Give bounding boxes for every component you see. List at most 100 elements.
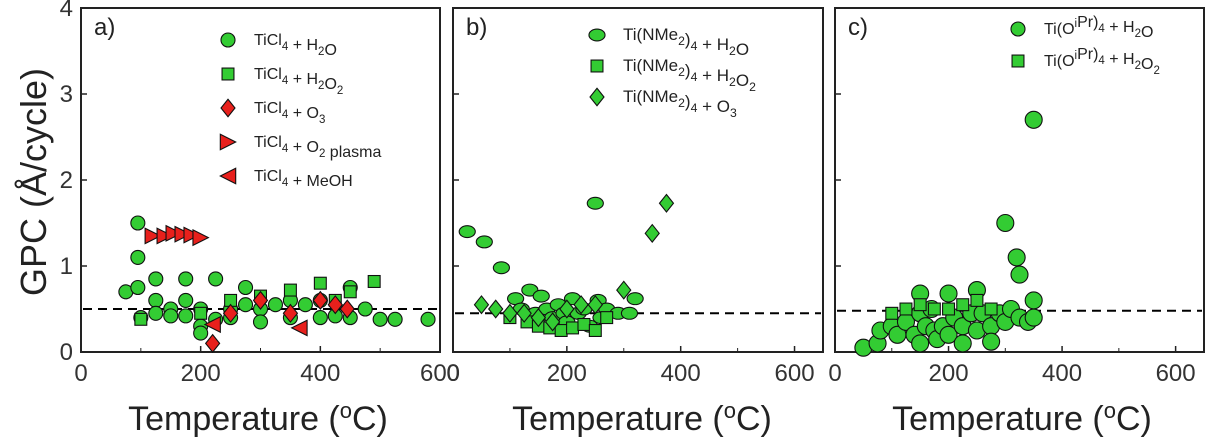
data-point	[178, 292, 194, 308]
data-point	[343, 285, 357, 299]
data-point	[996, 213, 1015, 233]
data-point	[237, 279, 254, 296]
data-point	[956, 298, 970, 312]
legend-label: TiCl4 + O2 plasma	[254, 134, 381, 161]
data-point	[192, 229, 210, 247]
data-point	[530, 307, 547, 328]
x-tick-label: 200	[547, 360, 587, 387]
legend-marker	[590, 59, 604, 73]
panel-label: a)	[94, 14, 115, 41]
data-point	[953, 334, 972, 353]
data-point	[487, 299, 504, 319]
data-point	[178, 271, 194, 287]
data-point	[458, 225, 476, 239]
data-point	[573, 295, 589, 315]
data-point	[913, 298, 927, 312]
data-point	[616, 280, 632, 300]
data-point	[144, 227, 162, 245]
data-point	[387, 311, 403, 327]
data-point	[290, 319, 308, 337]
legend-marker	[220, 98, 236, 118]
data-point	[588, 323, 602, 337]
data-point	[911, 334, 930, 353]
data-point	[367, 274, 381, 288]
data-point	[1024, 291, 1043, 310]
legend-label: Ti(NMe2)4 + H2O	[623, 25, 749, 59]
data-point	[156, 227, 174, 245]
x-tick-label: 0	[828, 360, 841, 387]
x-tick-label: 600	[775, 360, 815, 387]
data-point	[282, 303, 299, 323]
data-point	[644, 223, 660, 243]
legend-marker	[1010, 21, 1026, 37]
data-point	[339, 299, 355, 319]
data-point	[130, 249, 146, 265]
legend-marker	[1011, 54, 1025, 68]
data-point	[927, 302, 941, 316]
x-tick-label: 600	[420, 360, 460, 387]
data-point	[544, 312, 561, 332]
data-point	[222, 303, 239, 323]
data-point	[566, 321, 580, 335]
data-point	[970, 293, 984, 307]
data-point	[148, 305, 164, 321]
legend-label: Ti(OiPr)4 + H2O2	[1044, 46, 1160, 77]
data-point	[982, 332, 1001, 351]
legend-label: Ti(OiPr)4 + H2O	[1044, 14, 1153, 41]
data-point	[130, 279, 146, 296]
data-point	[475, 235, 493, 249]
legend-marker	[221, 67, 235, 81]
data-point	[267, 297, 284, 313]
data-point	[163, 308, 179, 324]
x-tick-label: 0	[74, 360, 87, 387]
data-point	[899, 302, 913, 316]
data-point	[312, 310, 328, 326]
data-point	[939, 284, 958, 303]
data-point	[194, 306, 208, 320]
legend-marker	[588, 28, 606, 42]
data-point	[658, 193, 675, 213]
data-point	[600, 311, 614, 325]
x-tick-label: 200	[929, 360, 969, 387]
legend-marker	[219, 133, 237, 151]
data-point	[1024, 110, 1043, 129]
legend-label: TiCl4 + MeOH	[254, 168, 353, 190]
x-tick-label: 0	[446, 360, 459, 387]
data-point	[1010, 265, 1029, 284]
data-point	[577, 317, 591, 331]
panel-label: b)	[466, 14, 487, 41]
data-point	[586, 196, 604, 210]
data-point	[130, 215, 146, 231]
data-point	[297, 297, 313, 313]
data-point	[554, 323, 568, 337]
data-point	[165, 224, 183, 242]
legend-label: TiCl4 + O3	[254, 100, 325, 126]
data-point	[237, 297, 254, 313]
data-point	[620, 306, 639, 320]
x-axis-title-c: Temperature (oC)	[892, 398, 1152, 439]
y-tick-label: 1	[60, 253, 73, 280]
data-point	[208, 271, 224, 287]
data-point	[183, 226, 201, 244]
data-point	[885, 306, 899, 320]
data-point	[283, 283, 297, 297]
data-point	[313, 276, 327, 290]
legend-marker	[589, 87, 605, 107]
data-point	[516, 303, 532, 323]
data-point	[942, 302, 956, 316]
data-point	[148, 271, 164, 287]
data-point	[473, 295, 490, 315]
data-point	[193, 325, 209, 341]
data-point	[357, 301, 373, 317]
data-point	[372, 311, 388, 327]
data-point	[1007, 248, 1026, 267]
data-point	[203, 315, 221, 334]
x-tick-label: 200	[181, 360, 221, 387]
data-point	[532, 289, 550, 303]
data-point	[502, 303, 518, 323]
data-point	[134, 312, 148, 326]
legend-marker	[219, 167, 237, 185]
data-point	[148, 292, 164, 308]
